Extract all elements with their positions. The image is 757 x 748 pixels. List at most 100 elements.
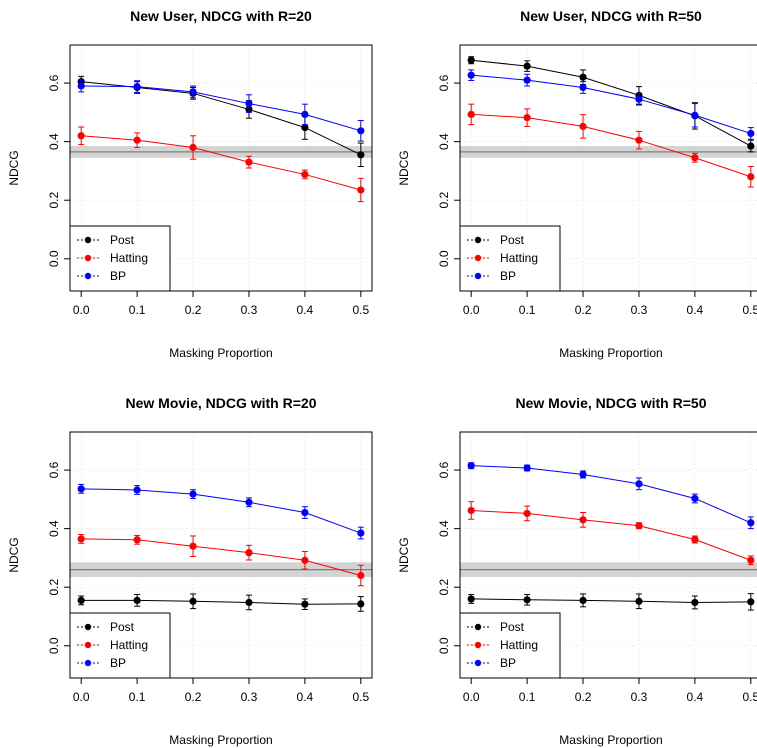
hatting-point	[635, 522, 643, 530]
hatting-point	[691, 154, 699, 162]
bp-point	[77, 485, 85, 493]
hatting-point	[301, 556, 309, 564]
plot-area	[460, 56, 757, 188]
plot-frame	[459, 431, 757, 679]
legend-hatting-label: Hatting	[500, 638, 538, 652]
x-tick-label: 0.4	[297, 690, 314, 704]
bp-point	[301, 508, 309, 517]
post-point	[747, 598, 755, 606]
hatting-line	[81, 538, 361, 576]
legend-bp-label: BP	[500, 269, 516, 283]
x-axis-label: Masking Proportion	[559, 346, 662, 360]
hatting-point	[301, 170, 309, 179]
x-tick-label: 0.1	[519, 303, 536, 317]
y-tick-label: 0.2	[437, 192, 451, 209]
hatting-point	[579, 122, 587, 131]
legend-hatting-label: Hatting	[110, 251, 148, 265]
post-point	[357, 151, 365, 159]
post-point	[523, 62, 531, 70]
bp-point	[357, 529, 365, 537]
legend: Post Hatting BP	[69, 612, 171, 679]
x-tick-label: 0.0	[463, 303, 480, 317]
post-point	[467, 56, 475, 64]
chart-panel-1: 0.0 0.1 0.2 0.3 0.4 0.5 0.0 0.2 0.4 0.6 New User, …	[7, 8, 373, 360]
x-tick-label: 0.3	[631, 303, 648, 317]
bp-point	[189, 490, 197, 498]
x-tick-label: 0.4	[687, 690, 704, 704]
bp-point	[245, 498, 253, 506]
x-tick-label: 0.4	[297, 303, 314, 317]
plot-frame	[459, 44, 757, 292]
post-point	[691, 598, 699, 607]
hatting-line	[81, 135, 361, 191]
post-point	[245, 598, 253, 607]
hatting-point	[133, 536, 141, 544]
post-point	[357, 600, 365, 608]
legend-post-label: Post	[500, 620, 525, 634]
chart-title: New Movie, NDCG with R=50	[516, 395, 707, 411]
bp-point	[747, 519, 755, 527]
bp-point	[635, 480, 643, 488]
post-point	[747, 142, 755, 150]
y-tick-label: 0.0	[47, 637, 61, 654]
hatting-point	[245, 549, 253, 557]
legend-post-marker	[84, 623, 92, 631]
post-point	[579, 73, 587, 81]
x-axis-label: Masking Proportion	[559, 733, 662, 747]
y-tick-label: 0.4	[47, 520, 61, 537]
bp-point	[133, 82, 141, 91]
y-tick-label: 0.6	[47, 74, 61, 91]
legend: Post Hatting BP	[69, 225, 171, 292]
bp-point	[357, 127, 365, 135]
legend-post-marker	[474, 236, 482, 244]
y-axis-label: NDCG	[397, 537, 411, 572]
post-point	[77, 596, 85, 604]
y-tick-label: 0.0	[47, 250, 61, 267]
legend-bp-marker	[84, 272, 92, 280]
legend-post-label: Post	[110, 620, 135, 634]
hatting-point	[691, 535, 699, 544]
x-tick-label: 0.1	[519, 690, 536, 704]
y-tick-label: 0.6	[437, 461, 451, 478]
hatting-line	[471, 509, 751, 561]
legend: Post Hatting BP	[459, 225, 561, 292]
bp-point	[635, 95, 643, 103]
chart-title: New Movie, NDCG with R=20	[126, 395, 317, 411]
y-tick-label: 0.4	[437, 133, 451, 150]
hatting-point	[133, 136, 141, 144]
hatting-point	[523, 114, 531, 122]
y-tick-label: 0.0	[437, 637, 451, 654]
y-tick-label: 0.2	[437, 579, 451, 596]
hatting-point	[579, 516, 587, 524]
legend-post-label: Post	[110, 233, 135, 247]
bp-point	[523, 76, 531, 84]
x-axis-label: Masking Proportion	[169, 733, 272, 747]
legend-hatting-label: Hatting	[500, 251, 538, 265]
x-tick-label: 0.5	[352, 690, 369, 704]
hatting-point	[189, 143, 197, 152]
legend-hatting-marker	[84, 254, 92, 262]
x-tick-label: 0.2	[575, 303, 592, 317]
bp-point	[189, 88, 197, 96]
legend: Post Hatting BP	[459, 612, 561, 679]
bp-point	[77, 82, 85, 90]
y-axis-label: NDCG	[7, 537, 21, 572]
post-point	[133, 596, 141, 604]
bp-point	[747, 129, 755, 138]
legend-post-marker	[474, 623, 482, 631]
post-point	[301, 600, 309, 608]
hatting-point	[77, 132, 85, 140]
y-axis-label: NDCG	[7, 150, 21, 185]
post-line	[471, 598, 751, 603]
plot-area	[460, 462, 757, 611]
post-point	[467, 595, 475, 603]
bp-point	[133, 486, 141, 494]
x-tick-label: 0.5	[352, 303, 369, 317]
hatting-point	[467, 506, 475, 515]
x-tick-label: 0.0	[73, 303, 90, 317]
x-tick-label: 0.3	[241, 303, 258, 317]
x-tick-label: 0.1	[129, 303, 146, 317]
y-tick-label: 0.4	[47, 133, 61, 150]
post-line	[81, 599, 361, 605]
